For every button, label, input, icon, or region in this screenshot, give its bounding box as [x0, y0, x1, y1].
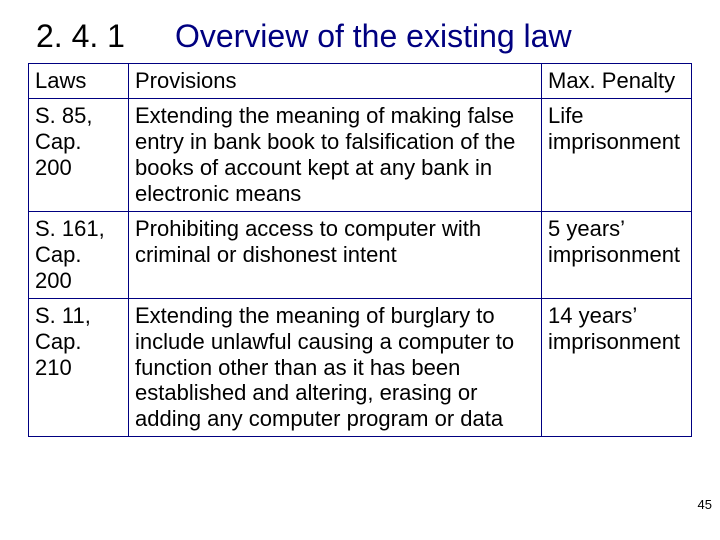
title-row: 2. 4. 1 Overview of the existing law	[28, 18, 692, 55]
section-title: Overview of the existing law	[175, 18, 572, 55]
cell-law: S. 161, Cap. 200	[29, 211, 129, 298]
cell-law: S. 85, Cap. 200	[29, 98, 129, 211]
laws-table: Laws Provisions Max. Penalty S. 85, Cap.…	[28, 63, 692, 437]
page-number: 45	[698, 497, 712, 512]
cell-penalty: 5 years’ imprisonment	[542, 211, 692, 298]
cell-provision: Extending the meaning of burglary to inc…	[129, 298, 542, 437]
section-number: 2. 4. 1	[36, 18, 125, 55]
slide: 2. 4. 1 Overview of the existing law Law…	[0, 0, 720, 540]
table-row: S. 11, Cap. 210 Extending the meaning of…	[29, 298, 692, 437]
cell-penalty: Life imprisonment	[542, 98, 692, 211]
cell-provision: Prohibiting access to computer with crim…	[129, 211, 542, 298]
cell-penalty: 14 years’ imprisonment	[542, 298, 692, 437]
cell-provision: Extending the meaning of making false en…	[129, 98, 542, 211]
table-header-row: Laws Provisions Max. Penalty	[29, 64, 692, 99]
table-row: S. 85, Cap. 200 Extending the meaning of…	[29, 98, 692, 211]
col-header-laws: Laws	[29, 64, 129, 99]
col-header-provisions: Provisions	[129, 64, 542, 99]
cell-law: S. 11, Cap. 210	[29, 298, 129, 437]
table-row: S. 161, Cap. 200 Prohibiting access to c…	[29, 211, 692, 298]
col-header-penalty: Max. Penalty	[542, 64, 692, 99]
